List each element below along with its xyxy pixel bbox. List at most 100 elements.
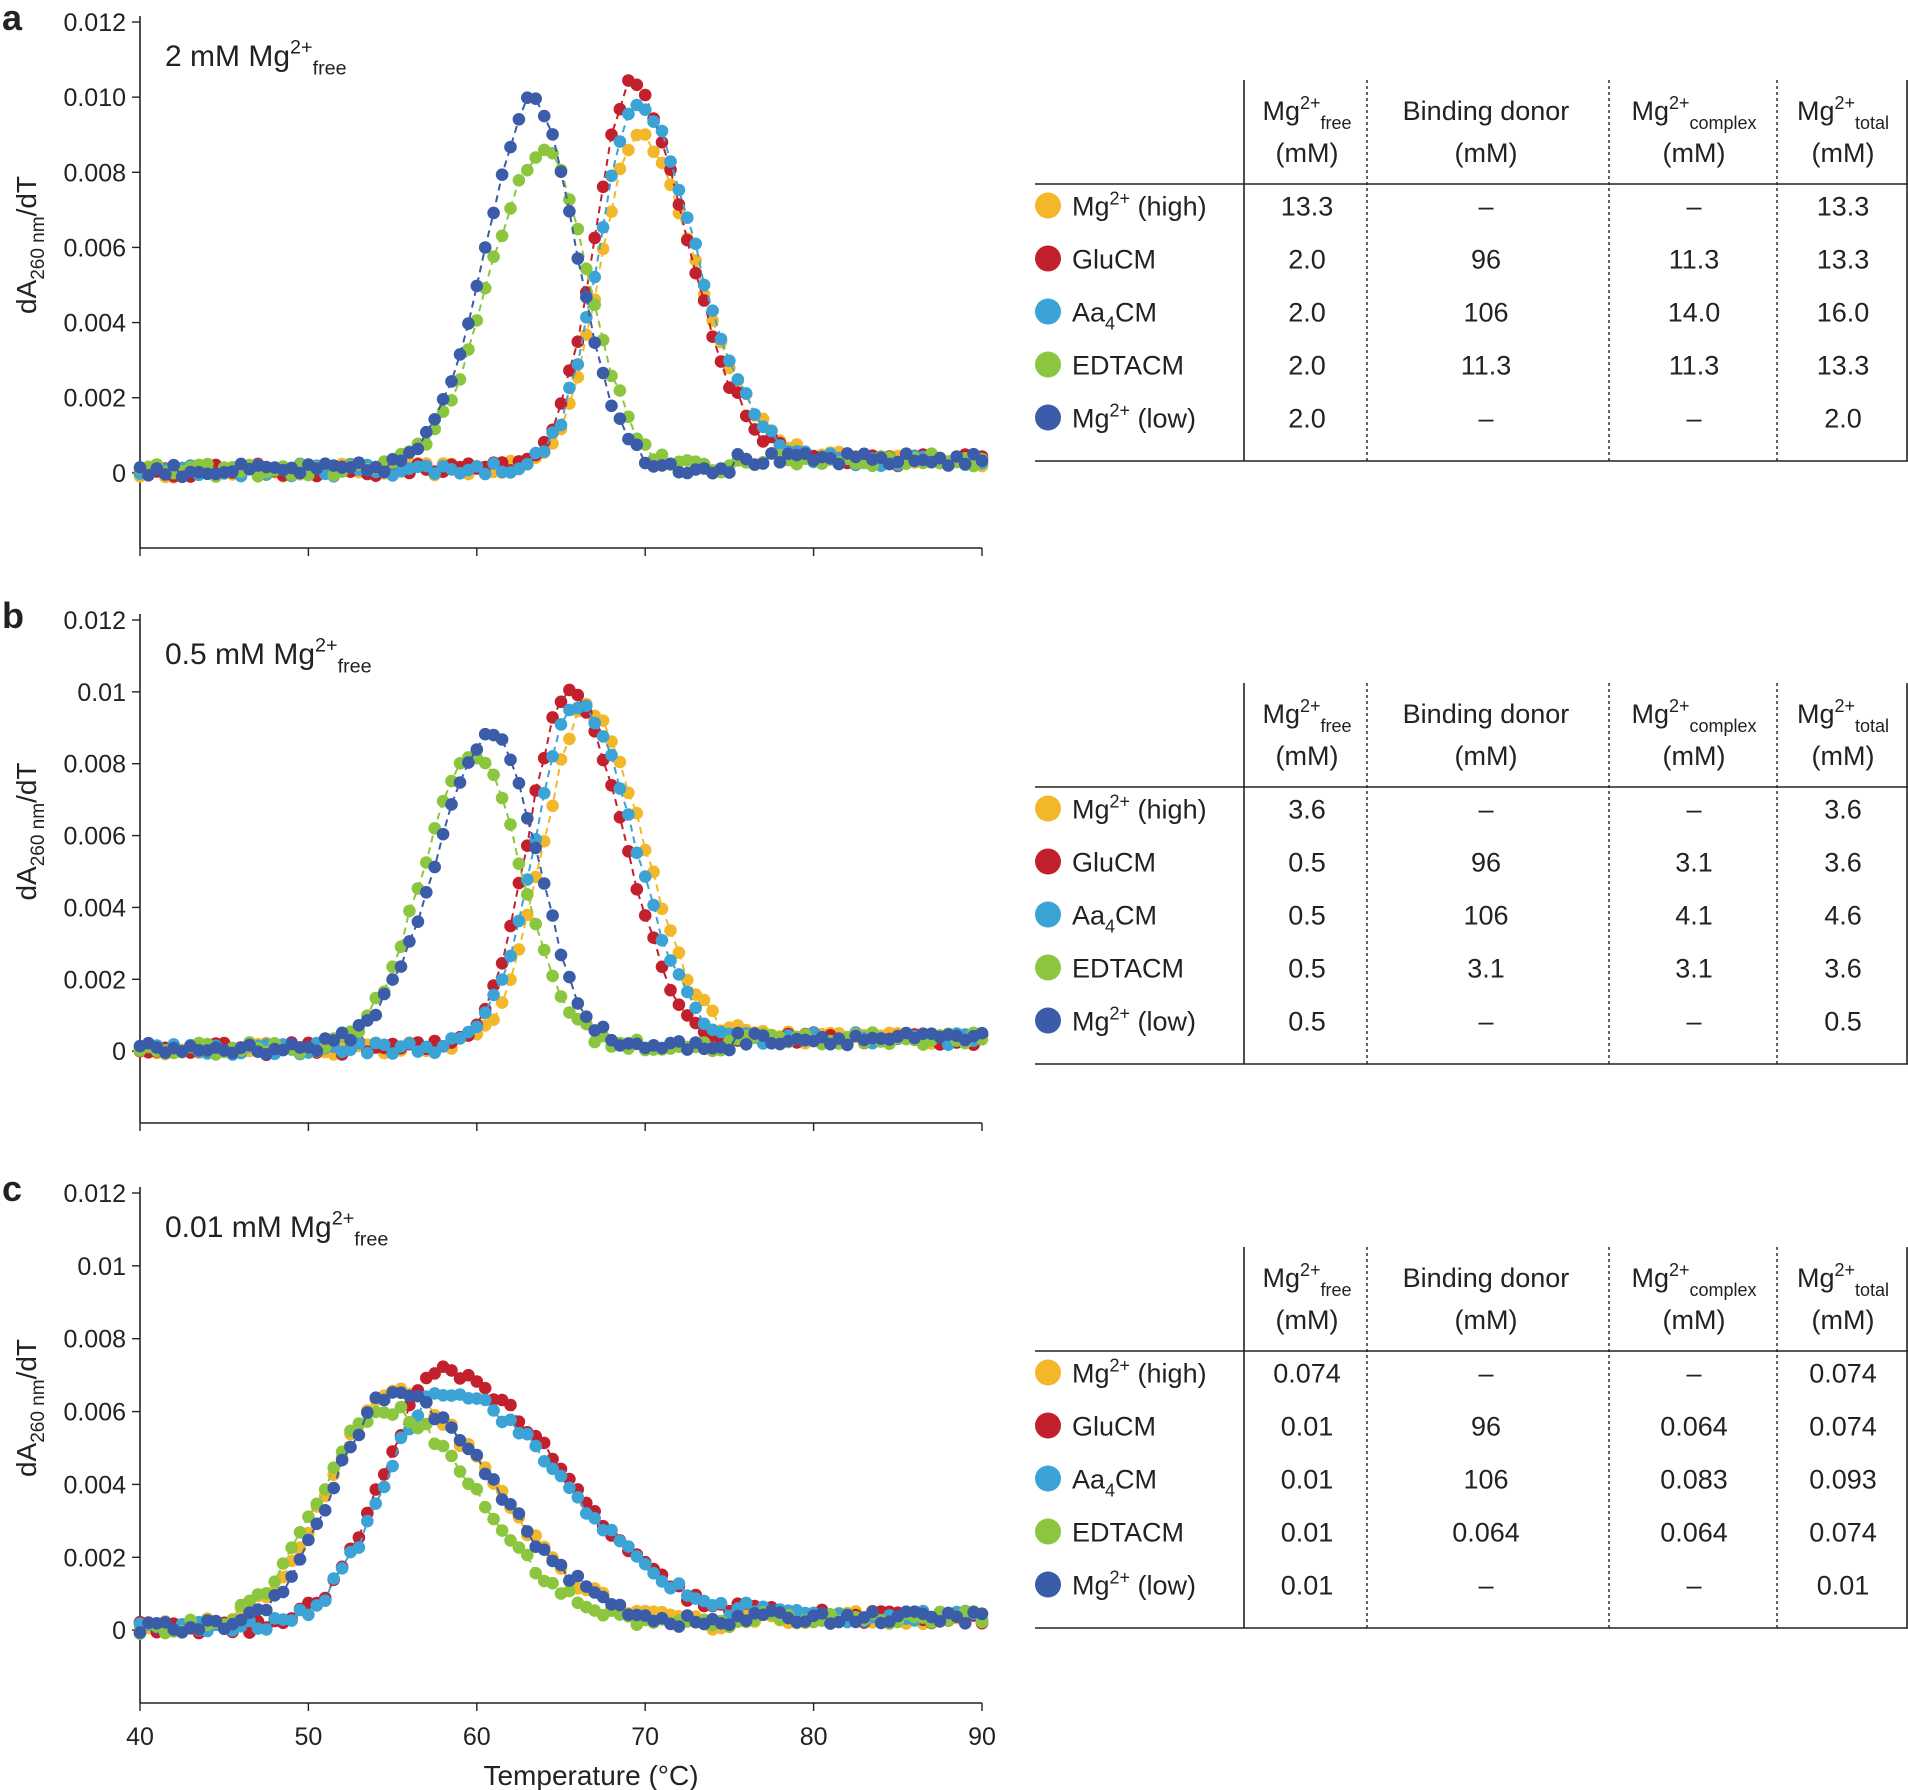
data-point xyxy=(723,1618,736,1631)
data-point xyxy=(453,1434,467,1447)
row-label-Mg_high: Mg2+ (high) xyxy=(1072,1356,1207,1389)
data-point xyxy=(495,996,509,1009)
data-point xyxy=(723,354,736,368)
table-header-unit: (mM) xyxy=(1276,741,1339,771)
table-cell: – xyxy=(1478,192,1493,222)
data-point xyxy=(260,1603,273,1617)
data-point xyxy=(655,934,669,947)
data-point xyxy=(563,970,576,984)
data-point xyxy=(504,202,517,215)
table-cell: 3.1 xyxy=(1675,954,1713,984)
data-point xyxy=(335,1026,349,1040)
data-point xyxy=(495,973,509,986)
series-Mg_high xyxy=(133,697,989,1061)
table-header-sup: 2+ xyxy=(1834,93,1855,113)
table-header-4: Mg2+total xyxy=(1797,93,1889,133)
table-cell: 0.01 xyxy=(1281,1518,1334,1548)
data-point xyxy=(386,973,399,986)
data-point xyxy=(739,1038,753,1051)
data-point xyxy=(504,1413,517,1427)
data-point xyxy=(260,1623,273,1636)
data-point xyxy=(159,468,172,481)
legend-marker-GluCM xyxy=(1035,245,1061,272)
row-label-sup: 2+ xyxy=(1110,792,1131,812)
data-point xyxy=(546,426,559,439)
row-label-sub: 4 xyxy=(1105,1481,1115,1501)
data-point xyxy=(605,169,618,183)
row-label-rest: (high) xyxy=(1130,192,1207,222)
data-point xyxy=(403,1037,416,1050)
data-point xyxy=(478,756,492,770)
table-header-main: Mg xyxy=(1631,96,1669,126)
series-Aa4CM xyxy=(133,98,989,483)
x-tick-label: 50 xyxy=(294,1723,322,1751)
data-point xyxy=(495,957,509,970)
table-cell: 0.01 xyxy=(1281,1412,1334,1442)
data-point xyxy=(133,461,147,474)
data-point xyxy=(495,168,509,181)
data-point xyxy=(344,1440,357,1454)
data-point xyxy=(285,1614,298,1627)
data-point xyxy=(318,1504,332,1517)
legend-marker-Mg_high xyxy=(1035,1359,1061,1386)
data-point xyxy=(546,969,559,983)
data-point xyxy=(537,1543,551,1556)
table-cell: 0.5 xyxy=(1288,901,1326,931)
data-point xyxy=(756,1029,770,1042)
table-cell: 0.5 xyxy=(1288,954,1326,984)
y-tick-label: 0.002 xyxy=(63,966,126,994)
data-point xyxy=(588,336,601,350)
table-header-unit: (mM) xyxy=(1455,138,1518,168)
table-cell: 4.6 xyxy=(1824,901,1862,931)
table-header-main: Mg xyxy=(1631,699,1669,729)
data-point xyxy=(647,145,660,159)
data-point xyxy=(327,1034,341,1047)
data-point xyxy=(394,960,408,973)
data-point xyxy=(933,451,947,465)
data-point xyxy=(681,211,694,224)
data-point xyxy=(310,1044,324,1058)
table-header-sub: complex xyxy=(1690,1280,1757,1300)
row-label-rest: CM xyxy=(1115,1465,1157,1495)
data-point xyxy=(689,266,702,280)
data-point xyxy=(302,1510,315,1523)
data-point xyxy=(672,998,686,1011)
data-point xyxy=(605,399,618,413)
data-point xyxy=(411,915,425,928)
data-point xyxy=(361,1046,374,1060)
y-axis-title-sub: 260 nm xyxy=(28,803,49,866)
data-point xyxy=(377,1393,391,1407)
table-cell: 106 xyxy=(1463,901,1508,931)
row-label-GluCM: GluCM xyxy=(1072,848,1156,878)
series-GluCM xyxy=(133,683,989,1062)
data-point xyxy=(596,1020,610,1034)
table-cell: 3.6 xyxy=(1288,795,1326,825)
data-point xyxy=(512,1541,526,1554)
table-header-sup: 2+ xyxy=(1669,1260,1690,1280)
data-point xyxy=(512,174,526,187)
table-cell: – xyxy=(1478,1571,1493,1601)
y-tick-label: 0.004 xyxy=(63,1471,126,1499)
data-point xyxy=(958,1617,972,1630)
legend-marker-Aa4CM xyxy=(1035,901,1061,928)
data-point xyxy=(285,1541,298,1554)
data-point xyxy=(672,1620,686,1633)
data-point xyxy=(596,221,610,234)
data-point xyxy=(731,1026,745,1040)
data-point xyxy=(723,1043,736,1057)
series-Mg_low xyxy=(133,91,989,484)
series-Mg_low xyxy=(133,1386,989,1639)
condition-label: 2 mM Mg2+free xyxy=(165,36,347,79)
data-point xyxy=(731,373,745,386)
data-point xyxy=(689,237,702,251)
row-label-Mg_low: Mg2+ (low) xyxy=(1072,1568,1196,1601)
data-point xyxy=(504,949,517,963)
data-point xyxy=(588,231,601,245)
x-tick-label: 40 xyxy=(126,1723,154,1751)
y-tick-label: 0.006 xyxy=(63,234,126,262)
table-header-unit: (mM) xyxy=(1276,1305,1339,1335)
y-axis-title: dA260 nm/dT xyxy=(11,176,49,314)
row-label-main: Mg xyxy=(1072,795,1110,825)
row-label-EDTACM: EDTACM xyxy=(1072,1518,1184,1548)
